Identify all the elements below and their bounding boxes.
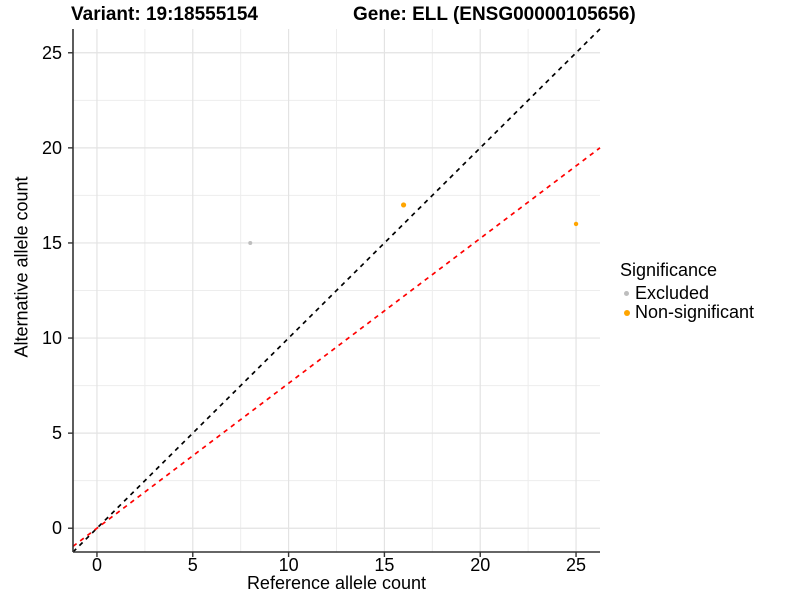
plot-canvas [68, 28, 601, 557]
data-point-excluded [248, 240, 253, 245]
legend: Significance Excluded Non-significant [620, 259, 754, 322]
legend-dot-icon [623, 309, 630, 316]
plot-title-variant: Variant: 19:18555154 [71, 4, 258, 25]
y-tick-label: 10 [41, 328, 62, 349]
legend-items: Excluded Non-significant [620, 283, 755, 322]
legend-item-non-significant: Non-significant [620, 302, 755, 322]
y-tick-label: 25 [41, 42, 62, 63]
ratio-line [72, 147, 601, 548]
x-tick-label: 5 [187, 555, 198, 575]
legend-title: Significance [620, 260, 718, 280]
y-tick-label: 0 [51, 518, 62, 539]
x-tick-label: 25 [566, 555, 587, 575]
data-point-non-significant [400, 202, 407, 208]
legend-item-label: Excluded [635, 283, 710, 303]
y-tick-label: 20 [41, 137, 62, 158]
plot-title-gene: Gene: ELL (ENSG00000105656) [353, 4, 636, 25]
data-point-non-significant [573, 221, 579, 227]
legend-item-excluded: Excluded [620, 283, 754, 303]
x-axis-title: Reference allele count [246, 573, 427, 593]
x-tick-label: 10 [278, 555, 299, 575]
x-tick-label: 20 [470, 555, 491, 575]
y-tick-label: 5 [51, 423, 62, 444]
legend-dot-icon [624, 291, 629, 296]
legend-key-dot-icon [620, 309, 633, 316]
plot-panel [68, 28, 601, 557]
identity-line [72, 28, 601, 553]
legend-key-dot-icon [620, 291, 633, 296]
y-tick-label: 15 [41, 232, 62, 253]
x-tick-label: 0 [91, 555, 102, 575]
x-tick-label: 15 [374, 555, 395, 575]
legend-item-label: Non-significant [635, 302, 755, 322]
